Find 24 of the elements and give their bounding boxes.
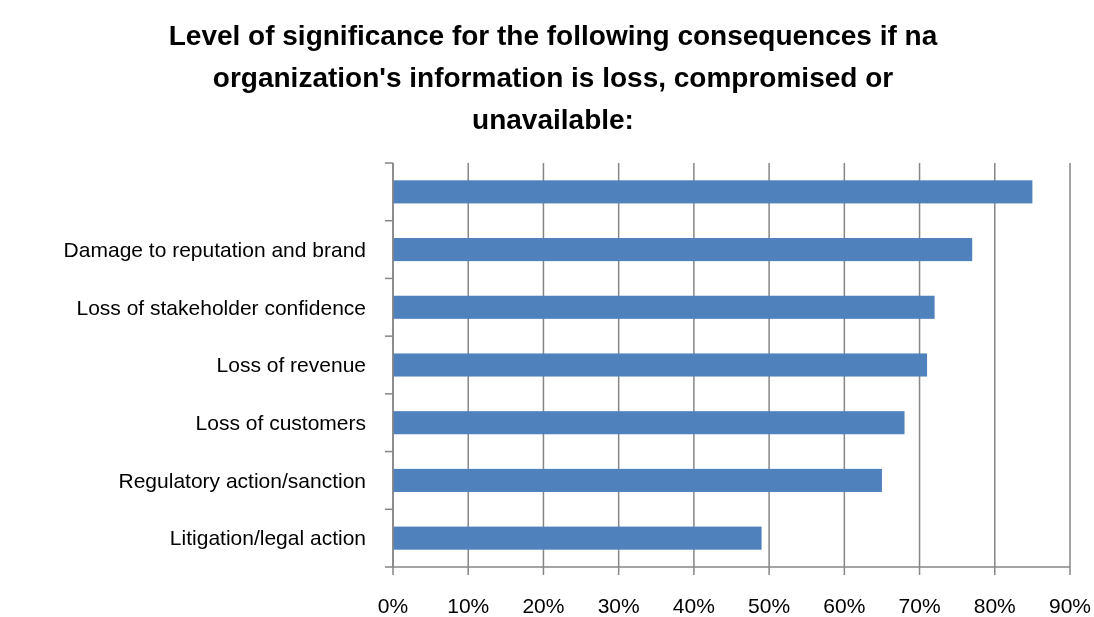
y-tick-label: Regulatory action/sanction (118, 468, 366, 492)
y-tick-label: Damage to reputation and brand (63, 237, 366, 261)
x-tick-label: 50% (748, 594, 791, 617)
x-tick-label: 20% (522, 594, 565, 617)
x-tick-label: 60% (823, 594, 866, 617)
y-tick-label: Loss of revenue (216, 353, 366, 377)
bar (393, 353, 928, 377)
x-tick-label: 10% (447, 594, 490, 617)
y-tick-label: Loss of customers (195, 411, 366, 435)
x-tick-label: 0% (377, 594, 409, 617)
bar (393, 468, 882, 492)
y-tick-label: Loss of stakeholder confidence (76, 295, 366, 319)
bar (393, 180, 1033, 204)
x-tick-label: 40% (672, 594, 715, 617)
x-tick-label: 90% (1048, 594, 1092, 617)
bar (393, 295, 935, 319)
x-tick-label: 80% (973, 594, 1016, 617)
bar (393, 411, 905, 435)
y-tick-label: Litigation/legal action (169, 526, 366, 550)
bar (393, 238, 973, 262)
x-tick-label: 30% (597, 594, 640, 617)
bar (393, 526, 762, 550)
chart-title: Level of significance for the following consequences if na organization's information is loss, compromised or unavailable: (168, 20, 938, 135)
x-tick-label: 70% (898, 594, 941, 617)
